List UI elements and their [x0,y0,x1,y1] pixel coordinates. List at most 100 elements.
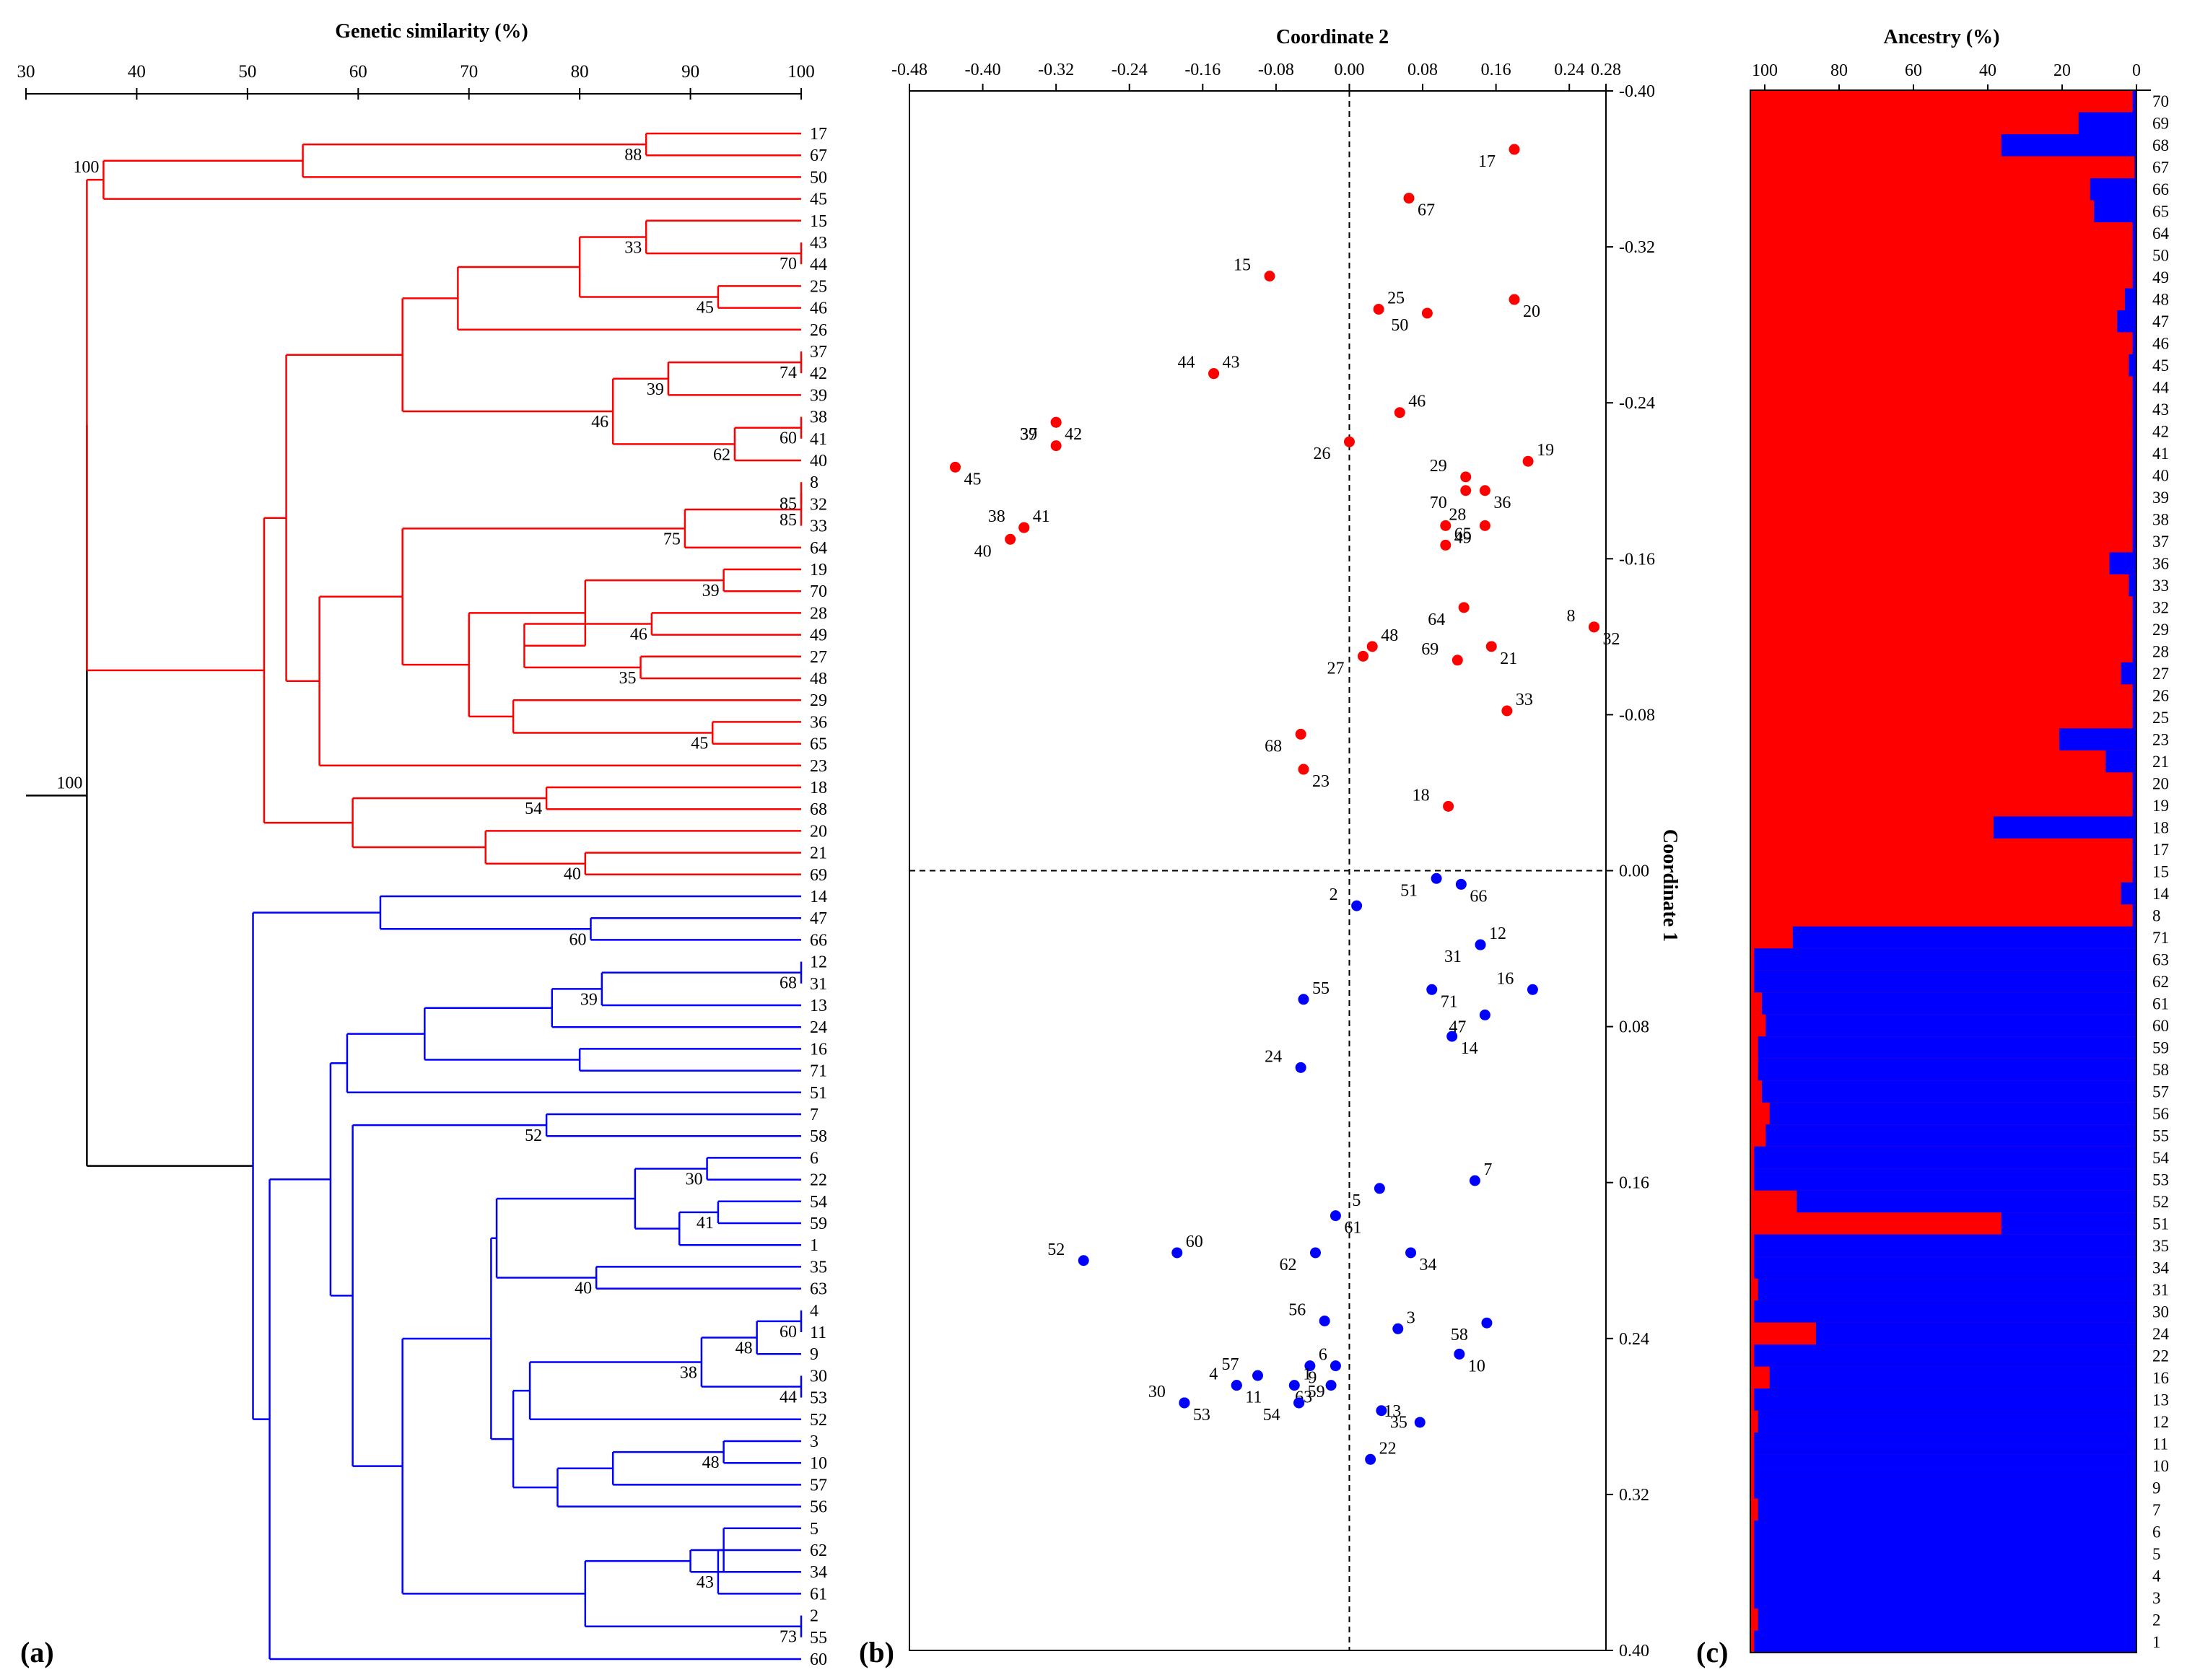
ancestry-sample-label: 29 [2152,621,2169,639]
scatter-point [1018,522,1030,533]
scatter-point [1479,1009,1490,1020]
bootstrap-value: 73 [780,1628,797,1647]
ancestry-sample-label: 12 [2152,1413,2169,1431]
ancestry-bar-blue [2132,244,2136,267]
ancestry-bar-blue [2117,310,2136,333]
ancestry-sample-label: 54 [2152,1149,2170,1167]
ancestry-sample-label: 27 [2152,665,2169,683]
point-label: 54 [1263,1406,1280,1425]
scatter-point [1446,1031,1458,1042]
ancestry-bar-blue [1769,1102,2136,1125]
ancestry-bar-blue [2132,640,2136,663]
ancestry-bar-red [1750,310,2136,333]
ancestry-bar-blue [2059,728,2136,751]
scatter-point [1454,1348,1465,1360]
ancestry-bar-blue [2132,684,2136,707]
scatter-point [1431,872,1442,884]
point-label: 33 [1516,691,1533,709]
bootstrap-value: 60 [569,930,586,949]
ancestry-bar-blue [1754,1542,2136,1565]
scatter-point [1394,407,1405,419]
point-label: 4 [1209,1365,1218,1384]
x-tick-label: -0.40 [965,61,1001,79]
ancestry-bar-blue [1754,1344,2136,1368]
scatter-point [1325,1380,1337,1391]
ancestry-sample-label: 66 [2152,180,2169,198]
scatter-point [1460,485,1472,496]
ancestry-bar-blue [2134,156,2136,179]
leaf-label: 14 [810,888,827,906]
leaf-label: 20 [810,822,827,841]
point-label: 71 [1441,992,1458,1011]
ancestry-bar-red [1750,794,2136,817]
scatter-point [1078,1255,1089,1266]
scatter-point [1358,650,1369,662]
ancestry-sample-label: 3 [2152,1589,2161,1607]
ancestry-bars [1750,89,2137,1653]
scatter-point [1050,416,1062,428]
bootstrap-value: 41 [697,1214,714,1233]
ancestry-sample-label: 11 [2152,1435,2168,1453]
ancestry-bar-red [1750,332,2136,355]
ancestry-sample-label: 15 [2152,863,2169,881]
bootstrap-value: 45 [691,735,708,753]
ancestry-bar-blue [2124,288,2136,311]
pcoa-panel: Coordinate 2 -0.48 -0.40 -0.32 -0.24 -0.16 -0… [859,26,1681,1668]
ancestry-bar-blue [2132,772,2136,795]
point-label: 26 [1313,445,1330,463]
point-label: 24 [1265,1047,1282,1066]
ancestry-bar-red [1750,90,2136,113]
ancestry-sample-label: 53 [2152,1171,2169,1189]
leaf-label: 31 [810,975,827,994]
ancestry-sample-label: 56 [2152,1105,2169,1123]
leaf-label: 30 [810,1367,827,1386]
ancestry-bar-red [1750,838,2136,861]
ancestry-sample-label: 22 [2152,1347,2169,1365]
point-label: 61 [1344,1219,1361,1238]
y-tick-label: -0.40 [1619,82,1655,101]
ancestry-sample-label: 35 [2152,1237,2169,1255]
leaf-label: 69 [810,866,827,885]
leaf-label: 12 [810,953,827,972]
scatter-point [1264,271,1275,282]
ancestry-bar-blue [1754,1388,2136,1412]
point-label: 60 [1186,1233,1203,1251]
y-tick-label: 0.32 [1619,1486,1649,1505]
bootstrap-value: 54 [525,800,542,818]
ancestry-sample-label: 28 [2152,643,2169,661]
scatter-point [1485,641,1497,652]
point-label: 48 [1381,626,1398,645]
leaf-label: 35 [810,1258,827,1277]
ancestry-bar-blue [1754,1521,2136,1544]
scatter-point [1365,1453,1376,1465]
scatter-point [1293,1397,1305,1409]
point-label: 7 [1483,1160,1492,1179]
ancestry-sample-label: 8 [2152,906,2161,924]
point-label: 58 [1451,1326,1468,1344]
point-label: 21 [1500,649,1517,668]
point-label: 25 [1387,289,1405,308]
ancestry-bar-red [1750,112,2136,135]
leaf-label: 57 [810,1476,827,1495]
leaf-label: 59 [810,1215,827,1233]
ancestry-bar-blue [1754,1146,2136,1169]
leaf-label: 2 [810,1607,819,1626]
ancestry-sample-label: 38 [2152,511,2169,529]
ancestry-sample-label: 14 [2152,885,2170,903]
ancestry-bar-blue [2121,662,2136,685]
ancestry-bar-blue [2132,706,2136,729]
bootstrap-value: 46 [630,626,647,644]
ancestry-bar-blue [2132,838,2136,861]
x-tick-label: 0.00 [1334,61,1364,79]
ancestry-bar-blue [1754,1168,2136,1191]
bootstrap-value: 35 [619,669,637,688]
ancestry-bar-red [1750,706,2136,729]
ancestry-sample-label: 23 [2152,731,2169,749]
scatter-point [1319,1315,1330,1326]
x-tick-label: 0.24 [1554,61,1584,79]
ancestry-bar-blue [2132,486,2136,509]
scatter-point [1522,455,1534,467]
ancestry-sample-label: 47 [2152,312,2169,331]
ancestry-sample-label: 5 [2152,1545,2161,1563]
